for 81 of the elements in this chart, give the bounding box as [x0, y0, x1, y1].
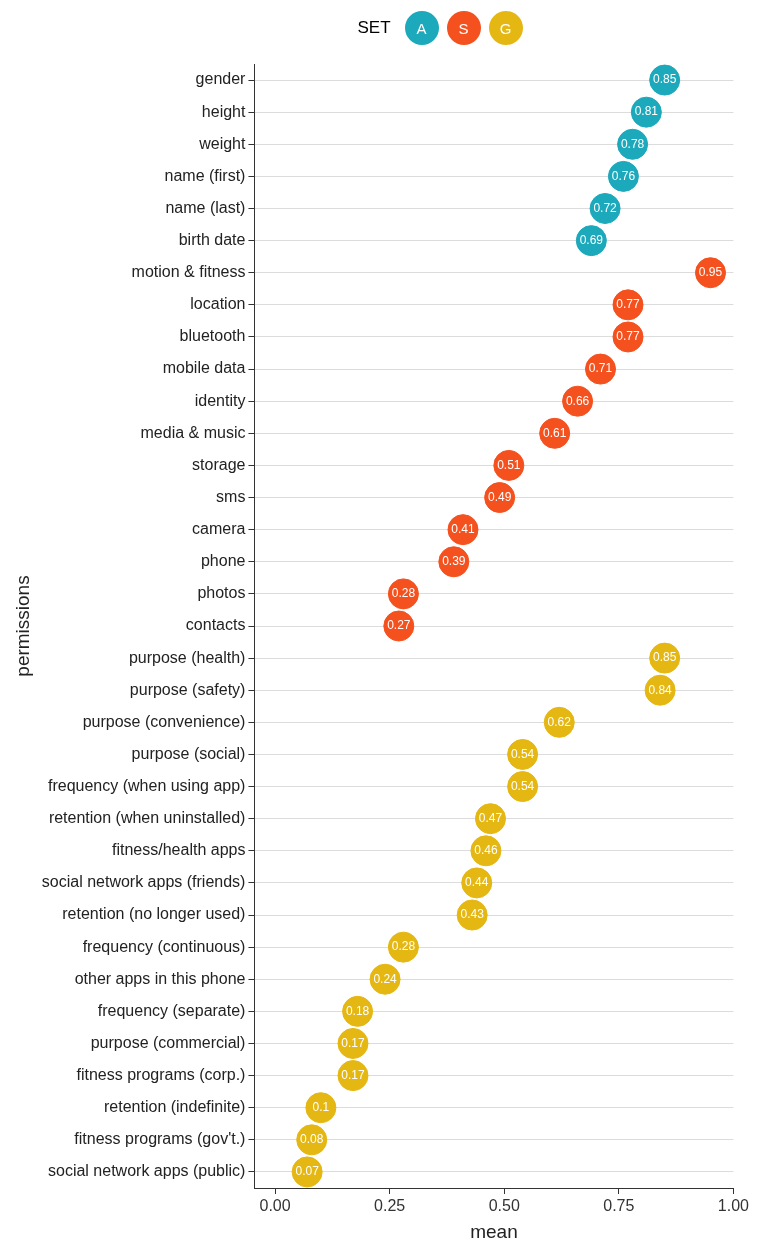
y-tick-label: mobile data: [162, 359, 246, 377]
data-label: 0.66: [565, 393, 590, 408]
data-label: 0.46: [474, 843, 498, 858]
y-tick-label: name (last): [165, 198, 246, 216]
data-label: 0.17: [341, 1035, 365, 1050]
legend-title: SET: [357, 18, 391, 38]
y-tick-label: frequency (when using app): [47, 776, 246, 794]
data-label: 0.43: [460, 907, 485, 922]
data-label: 0.41: [451, 521, 475, 536]
y-tick-label: gender: [195, 70, 247, 88]
data-label: 0.95: [698, 265, 723, 280]
y-tick-label: social network apps (public): [48, 1162, 246, 1180]
data-label: 0.51: [497, 457, 521, 472]
data-label: 0.54: [510, 778, 535, 793]
data-label: 0.61: [542, 425, 567, 440]
y-tick-label: frequency (continuous): [82, 937, 246, 955]
y-tick-label: birth date: [178, 231, 246, 249]
data-label: 0.17: [341, 1067, 365, 1082]
data-label: 0.1: [312, 1100, 330, 1115]
y-tick-label: photos: [197, 584, 246, 602]
data-label: 0.39: [442, 554, 466, 569]
y-axis-title: permissions: [11, 575, 33, 677]
y-tick-label: purpose (convenience): [82, 712, 246, 730]
y-tick-label: retention (no longer used): [62, 905, 246, 923]
y-tick-label: storage: [192, 455, 246, 473]
data-label: 0.85: [653, 650, 677, 665]
y-tick-label: weight: [198, 134, 246, 152]
y-tick-label: retention (when uninstalled): [48, 809, 246, 827]
data-label: 0.62: [547, 714, 572, 729]
data-label: 0.78: [620, 136, 645, 151]
y-tick-label: purpose (health): [128, 648, 246, 666]
data-label: 0.77: [616, 329, 641, 344]
y-tick-label: location: [190, 295, 246, 313]
data-label: 0.54: [510, 746, 535, 761]
text: S: [446, 11, 481, 45]
text: G: [488, 11, 523, 45]
x-tick-label: 0.25: [374, 1197, 406, 1215]
data-label: 0.18: [345, 1003, 370, 1018]
y-tick-label: sms: [216, 487, 246, 505]
data-label: 0.47: [478, 811, 503, 825]
y-tick-label: frequency (separate): [97, 1001, 246, 1019]
y-tick-label: purpose (commercial): [90, 1033, 246, 1051]
y-tick-label: contacts: [185, 616, 246, 634]
data-label: 0.08: [300, 1132, 324, 1147]
x-axis-title: mean: [470, 1220, 518, 1242]
y-tick-label: fitness programs (gov't.): [74, 1130, 246, 1148]
data-label: 0.71: [588, 361, 613, 376]
x-tick-label: 0.75: [603, 1197, 635, 1215]
y-tick-label: purpose (safety): [129, 680, 246, 698]
y-tick-label: phone: [200, 552, 246, 570]
data-label: 0.84: [648, 682, 673, 697]
data-label: 0.27: [387, 618, 411, 633]
x-tick-label: 0.00: [259, 1197, 291, 1215]
y-tick-label: retention (indefinite): [104, 1098, 246, 1116]
y-tick-label: height: [201, 102, 246, 120]
y-tick-label: other apps in this phone: [74, 969, 246, 987]
data-label: 0.24: [373, 971, 398, 986]
y-tick-label: motion & fitness: [131, 263, 246, 281]
y-tick-label: purpose (social): [131, 744, 246, 762]
data-label: 0.44: [465, 875, 489, 890]
data-label: 0.81: [634, 104, 659, 119]
data-label: 0.76: [611, 168, 636, 183]
y-tick-label: social network apps (friends): [41, 873, 246, 891]
y-tick-label: fitness/health apps: [112, 841, 246, 859]
x-tick-label: 1.00: [717, 1197, 750, 1215]
y-tick-label: media & music: [140, 423, 246, 441]
y-tick-label: bluetooth: [179, 327, 246, 345]
data-label: 0.72: [593, 200, 618, 215]
y-tick-label: fitness programs (corp.): [76, 1066, 246, 1084]
y-tick-label: camera: [192, 520, 246, 538]
data-label: 0.77: [616, 297, 641, 312]
data-label: 0.85: [653, 72, 677, 87]
y-tick-label: name (first): [164, 166, 246, 184]
data-label: 0.28: [391, 586, 416, 601]
data-label: 0.49: [487, 489, 512, 504]
y-tick-label: identity: [194, 391, 246, 409]
x-tick-label: 0.50: [488, 1197, 520, 1215]
data-label: 0.69: [579, 232, 604, 247]
text: A: [404, 11, 439, 45]
data-label: 0.07: [295, 1164, 320, 1179]
data-label: 0.28: [391, 939, 416, 954]
